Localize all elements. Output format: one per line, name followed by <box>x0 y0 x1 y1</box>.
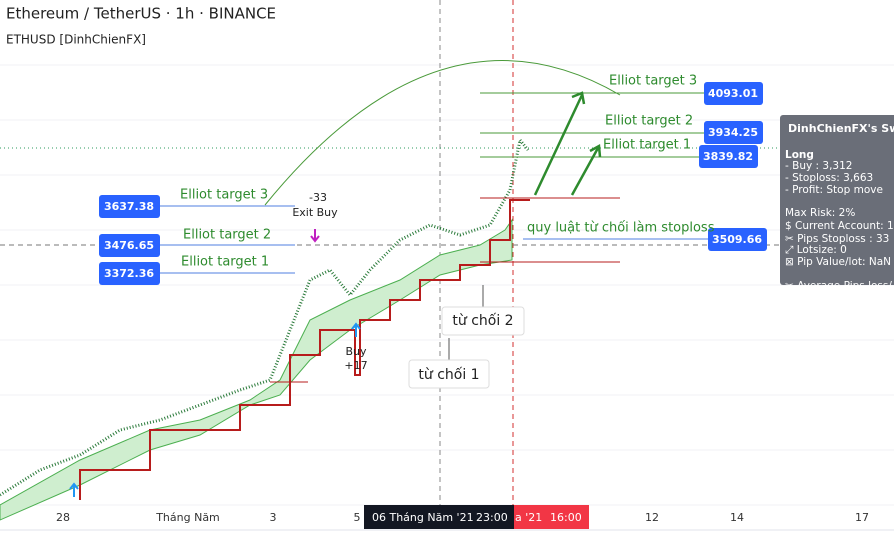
panel-line: ⊠ Pip Value/lot: NaN <box>785 256 891 268</box>
callout-box <box>441 306 525 336</box>
x-tick-label: 12 <box>645 511 659 524</box>
exit-value: -33 <box>309 191 327 204</box>
x-tick-label: 5 <box>354 511 361 524</box>
price-label: 3372.36 <box>104 267 154 280</box>
target-label: Elliot target 2 <box>183 228 271 243</box>
candles <box>0 136 530 497</box>
price-label: 4093.01 <box>708 87 758 100</box>
red-time: 16:00 <box>550 511 582 524</box>
cursor-date: 06 Tháng Năm '21 <box>372 511 474 524</box>
target-label: Elliot target 2 <box>605 114 693 129</box>
panel-title: DinhChienFX's Sw <box>788 122 894 135</box>
buy-label: Buy <box>345 345 367 358</box>
target-lines <box>480 92 704 158</box>
x-tick-label: 17 <box>855 511 869 524</box>
callout: từ chối 2 <box>452 312 513 329</box>
panel-line: Long <box>785 149 814 161</box>
info-panel: DinhChienFX's Sw Long - Buy : 3,312 - St… <box>780 115 894 304</box>
left-price-labels: 3637.38 3476.65 3372.36 <box>99 195 160 285</box>
stop-line <box>79 199 530 500</box>
price-label: 3637.38 <box>104 200 154 213</box>
target-label: Elliot target 3 <box>180 188 268 203</box>
panel-line: - Stoploss: 3,663 <box>785 172 873 184</box>
x-axis: 28 Tháng Năm 3 5 12 14 17 06 Tháng Năm '… <box>0 505 894 531</box>
target-label: Elliot target 1 <box>181 255 269 270</box>
buy-value: +17 <box>344 359 367 372</box>
red-date: a '21 <box>515 511 542 524</box>
panel-line: - Profit: Stop move <box>785 184 883 196</box>
panel-line: Max Risk: 2% <box>785 207 855 219</box>
price-label: 3476.65 <box>104 239 154 252</box>
panel-line: - Buy : 3,312 <box>785 160 852 172</box>
cursor-time: 23:00 <box>476 511 508 524</box>
stoploss-rule: quy luật từ chối làm stoploss <box>527 221 715 236</box>
target-label: Elliot target 1 <box>603 138 691 153</box>
right-price-labels: 4093.01 3934.25 3839.82 3509.66 <box>699 82 767 251</box>
exit-arrow <box>310 229 320 243</box>
level-lines <box>270 197 620 383</box>
panel-line: ⤢ Lotsize: 0 <box>785 244 847 256</box>
arrows <box>533 91 602 196</box>
label-lines <box>160 205 708 274</box>
panel-line: ✂ Average Pips loss/ <box>785 280 892 292</box>
x-tick-label: 14 <box>730 511 744 524</box>
panel-line: $ Current Account: 1 <box>785 220 894 232</box>
x-tick-label: 28 <box>56 511 70 524</box>
exit-label: Exit Buy <box>292 206 338 219</box>
target-label: Elliot target 3 <box>609 74 697 89</box>
price-label: 3839.82 <box>703 150 753 163</box>
title: Ethereum / TetherUS · 1h · BINANCE <box>6 5 276 23</box>
price-label: 3509.66 <box>712 233 762 246</box>
buy-arrows <box>69 322 361 497</box>
panel-line: ✂ Pips Stoploss : 33 <box>785 233 889 245</box>
indicator: ETHUSD [DinhChienFX] <box>6 33 146 47</box>
callout: từ chối 1 <box>418 366 479 383</box>
price-label: 3934.25 <box>708 126 758 139</box>
arc <box>264 60 621 206</box>
callout-box <box>408 359 490 389</box>
x-tick-label: Tháng Năm <box>155 511 220 524</box>
panel-line: $ Min capital: NaN U <box>785 292 892 304</box>
x-tick-label: 3 <box>270 511 277 524</box>
